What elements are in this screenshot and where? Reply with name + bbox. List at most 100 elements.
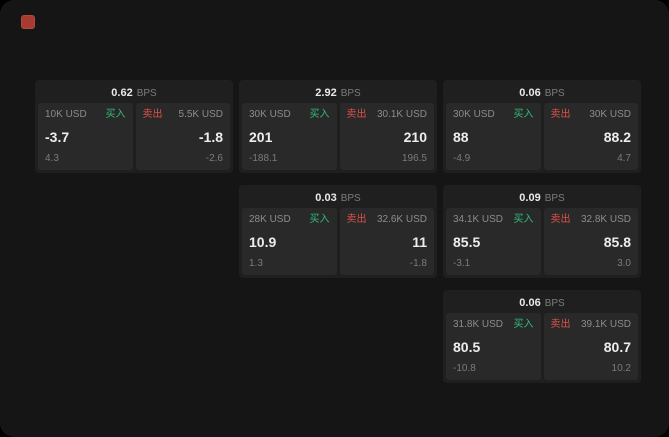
buy-delta: -188.1 — [249, 153, 278, 164]
quote-panels: 28K USD 买入 10.9 1.3 卖出 32.6K USD 11 -1.8 — [242, 208, 434, 275]
quote-card: 0.09 BPS 34.1K USD 买入 85.5 -3.1 卖出 32.8K… — [443, 185, 641, 278]
bps-unit-label: BPS — [340, 87, 361, 99]
sell-delta: -1.8 — [409, 258, 427, 269]
buy-panel[interactable]: 28K USD 买入 10.9 1.3 — [242, 208, 337, 275]
buy-panel-top: 30K USD 买入 — [249, 109, 330, 121]
sell-size-label: 30K USD — [589, 109, 631, 120]
quote-card: 0.03 BPS 28K USD 买入 10.9 1.3 卖出 32.6K US… — [239, 185, 437, 278]
sell-price: 210 — [403, 129, 427, 145]
card-header: 0.06 BPS — [446, 83, 638, 103]
bps-unit-label: BPS — [544, 297, 565, 309]
buy-delta: -3.1 — [453, 258, 471, 269]
quote-panels: 10K USD 买入 -3.7 4.3 卖出 5.5K USD -1.8 -2.… — [38, 103, 230, 170]
buy-panel-top: 28K USD 买入 — [249, 214, 330, 226]
buy-label: 买入 — [309, 109, 330, 120]
sell-price: 85.8 — [603, 234, 631, 250]
sell-size-label: 32.8K USD — [580, 214, 631, 225]
sell-panel[interactable]: 卖出 5.5K USD -1.8 -2.6 — [135, 103, 230, 170]
buy-label: 买入 — [105, 109, 126, 120]
sell-size-label: 5.5K USD — [178, 109, 223, 120]
sell-panel[interactable]: 卖出 32.6K USD 11 -1.8 — [339, 208, 434, 275]
buy-delta: -4.9 — [453, 153, 471, 164]
buy-price: 80.5 — [453, 339, 481, 355]
buy-delta: -10.8 — [453, 363, 476, 374]
buy-label: 买入 — [513, 109, 534, 120]
buy-price: 10.9 — [249, 234, 277, 250]
buy-label: 买入 — [513, 319, 534, 330]
sell-size-label: 39.1K USD — [580, 319, 631, 330]
sell-panel-top: 卖出 30.1K USD — [347, 109, 428, 121]
buy-price: 88 — [453, 129, 469, 145]
bps-value: 0.09 — [519, 192, 541, 204]
bps-value: 0.62 — [111, 87, 133, 99]
buy-label: 买入 — [309, 214, 330, 225]
buy-panel[interactable]: 10K USD 买入 -3.7 4.3 — [38, 103, 133, 170]
quote-panels: 30K USD 买入 201 -188.1 卖出 30.1K USD 210 1… — [242, 103, 434, 170]
bps-unit-label: BPS — [136, 87, 157, 99]
buy-delta: 1.3 — [249, 258, 263, 269]
bps-value: 0.06 — [519, 87, 541, 99]
sell-panel[interactable]: 卖出 32.8K USD 85.8 3.0 — [543, 208, 638, 275]
sell-label: 卖出 — [346, 214, 367, 225]
quote-card: 2.92 BPS 30K USD 买入 201 -188.1 卖出 30.1K … — [239, 80, 437, 173]
sell-size-label: 32.6K USD — [376, 214, 427, 225]
quote-panels: 30K USD 买入 88 -4.9 卖出 30K USD 88.2 4.7 — [446, 103, 638, 170]
buy-price: -3.7 — [45, 129, 70, 145]
quote-card: 0.06 BPS 31.8K USD 买入 80.5 -10.8 卖出 39.1… — [443, 290, 641, 383]
buy-size-label: 10K USD — [45, 109, 87, 120]
sell-price: 88.2 — [603, 129, 631, 145]
sell-delta: 3.0 — [617, 258, 631, 269]
buy-panel[interactable]: 31.8K USD 买入 80.5 -10.8 — [446, 313, 541, 380]
bps-unit-label: BPS — [544, 87, 565, 99]
sell-panel[interactable]: 卖出 39.1K USD 80.7 10.2 — [543, 313, 638, 380]
sell-label: 卖出 — [550, 109, 571, 120]
buy-size-label: 30K USD — [249, 109, 291, 120]
sell-label: 卖出 — [142, 109, 163, 120]
sell-panel-top: 卖出 30K USD — [551, 109, 632, 121]
card-header: 0.03 BPS — [242, 188, 434, 208]
sell-delta: 196.5 — [401, 153, 427, 164]
sell-delta: 10.2 — [611, 363, 631, 374]
quote-panels: 31.8K USD 买入 80.5 -10.8 卖出 39.1K USD 80.… — [446, 313, 638, 380]
sell-size-label: 30.1K USD — [376, 109, 427, 120]
quote-panels: 34.1K USD 买入 85.5 -3.1 卖出 32.8K USD 85.8… — [446, 208, 638, 275]
quote-card: 0.62 BPS 10K USD 买入 -3.7 4.3 卖出 5.5K USD — [35, 80, 233, 173]
buy-size-label: 30K USD — [453, 109, 495, 120]
bps-value: 0.06 — [519, 297, 541, 309]
card-header: 2.92 BPS — [242, 83, 434, 103]
sell-panel[interactable]: 卖出 30K USD 88.2 4.7 — [543, 103, 638, 170]
buy-panel[interactable]: 30K USD 买入 88 -4.9 — [446, 103, 541, 170]
sell-panel-top: 卖出 39.1K USD — [551, 319, 632, 331]
buy-size-label: 31.8K USD — [453, 319, 504, 330]
card-header: 0.62 BPS — [38, 83, 230, 103]
app-logo-icon — [21, 15, 35, 29]
buy-panel-top: 30K USD 买入 — [453, 109, 534, 121]
buy-size-label: 28K USD — [249, 214, 291, 225]
quote-card: 0.06 BPS 30K USD 买入 88 -4.9 卖出 30K USD — [443, 80, 641, 173]
quote-card-grid: 0.62 BPS 10K USD 买入 -3.7 4.3 卖出 5.5K USD — [35, 80, 641, 383]
card-header: 0.06 BPS — [446, 293, 638, 313]
buy-panel-top: 31.8K USD 买入 — [453, 319, 534, 331]
sell-delta: -2.6 — [205, 153, 223, 164]
buy-panel[interactable]: 34.1K USD 买入 85.5 -3.1 — [446, 208, 541, 275]
bps-value: 0.03 — [315, 192, 337, 204]
card-header: 0.09 BPS — [446, 188, 638, 208]
sell-label: 卖出 — [346, 109, 367, 120]
buy-price: 201 — [249, 129, 273, 145]
sell-panel-top: 卖出 32.8K USD — [551, 214, 632, 226]
buy-delta: 4.3 — [45, 153, 59, 164]
sell-panel[interactable]: 卖出 30.1K USD 210 196.5 — [339, 103, 434, 170]
bps-value: 2.92 — [315, 87, 337, 99]
buy-size-label: 34.1K USD — [453, 214, 504, 225]
bps-unit-label: BPS — [544, 192, 565, 204]
buy-label: 买入 — [513, 214, 534, 225]
sell-panel-top: 卖出 5.5K USD — [143, 109, 224, 121]
buy-panel[interactable]: 30K USD 买入 201 -188.1 — [242, 103, 337, 170]
bps-unit-label: BPS — [340, 192, 361, 204]
sell-price: 80.7 — [603, 339, 631, 355]
buy-panel-top: 34.1K USD 买入 — [453, 214, 534, 226]
sell-label: 卖出 — [550, 319, 571, 330]
sell-panel-top: 卖出 32.6K USD — [347, 214, 428, 226]
sell-price: 11 — [412, 234, 427, 250]
